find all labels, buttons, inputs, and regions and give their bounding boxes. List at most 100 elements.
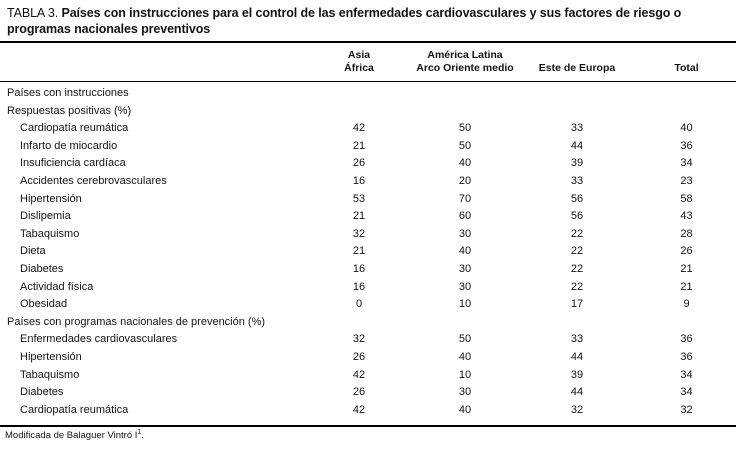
row-value: 23 bbox=[680, 174, 693, 187]
row-label: Diabetes bbox=[20, 386, 64, 399]
row-value: 44 bbox=[570, 139, 584, 152]
row-value: 39 bbox=[570, 157, 584, 170]
row-value: 26 bbox=[680, 245, 693, 258]
row-value: 56 bbox=[570, 210, 584, 223]
row-value: 20 bbox=[458, 174, 472, 187]
top-rule bbox=[0, 41, 736, 43]
row-value: 39 bbox=[570, 368, 584, 381]
table-row: Respuestas positivas (%) bbox=[0, 103, 736, 121]
row-value: 9 bbox=[683, 298, 690, 311]
row-label: Tabaquismo bbox=[20, 227, 80, 240]
row-value: 30 bbox=[458, 262, 472, 275]
table-row: Tabaquismo 32 30 22 28 bbox=[0, 226, 736, 244]
table-row: Países con instrucciones bbox=[0, 85, 736, 103]
table-row: Insuficiencia cardíaca 26 40 39 34 bbox=[0, 155, 736, 173]
row-value: 30 bbox=[458, 280, 472, 293]
table-row: Hipertensión 26 40 44 36 bbox=[0, 349, 736, 367]
row-value: 30 bbox=[458, 227, 472, 240]
table-row: Infarto de miocardio 21 50 44 36 bbox=[0, 138, 736, 156]
row-value: 44 bbox=[570, 350, 584, 363]
row-value: 22 bbox=[570, 245, 584, 258]
row-value: 32 bbox=[570, 403, 584, 416]
row-value: 50 bbox=[458, 139, 472, 152]
row-label: Dieta bbox=[20, 245, 46, 258]
row-value: 34 bbox=[680, 386, 693, 399]
row-value: 32 bbox=[680, 403, 693, 416]
row-value: 56 bbox=[570, 192, 584, 205]
row-label: Enfermedades cardiovasculares bbox=[20, 333, 178, 346]
row-value: 28 bbox=[680, 227, 693, 240]
table-body: Países con instrucciones Respuestas posi… bbox=[0, 82, 736, 425]
row-value: 34 bbox=[680, 368, 693, 381]
row-value: 26 bbox=[352, 386, 366, 399]
row-value: 36 bbox=[680, 350, 693, 363]
row-value: 16 bbox=[352, 280, 366, 293]
column-header-asia-africa: Asia África bbox=[305, 43, 413, 81]
table-row: Dieta 21 40 22 26 bbox=[0, 243, 736, 261]
row-value: 50 bbox=[458, 333, 472, 346]
table-row: Actividad física 16 30 22 21 bbox=[0, 279, 736, 297]
row-value: 36 bbox=[680, 139, 693, 152]
row-label: Hipertensión bbox=[20, 192, 82, 205]
row-value: 32 bbox=[352, 227, 366, 240]
table-row: Diabetes 16 30 22 21 bbox=[0, 261, 736, 279]
row-value: 40 bbox=[458, 245, 472, 258]
row-value: 60 bbox=[458, 210, 472, 223]
row-value: 40 bbox=[458, 157, 472, 170]
column-header-line1: Asia bbox=[347, 49, 371, 61]
row-label: Accidentes cerebrovasculares bbox=[20, 174, 167, 187]
row-label: Obesidad bbox=[20, 298, 68, 311]
row-value: 43 bbox=[680, 210, 693, 223]
table-caption: TABLA 3. Países con instrucciones para e… bbox=[0, 5, 730, 37]
row-value: 26 bbox=[352, 350, 366, 363]
row-value: 34 bbox=[680, 157, 693, 170]
row-value: 42 bbox=[352, 122, 366, 135]
table-row: Cardiopatía reumática 42 50 33 40 bbox=[0, 120, 736, 138]
row-value: 53 bbox=[352, 192, 366, 205]
row-value: 30 bbox=[458, 386, 472, 399]
column-header-line2: Total bbox=[674, 62, 699, 74]
table-title: Países con instrucciones para el control… bbox=[7, 6, 682, 36]
row-label: Infarto de miocardio bbox=[20, 139, 118, 152]
row-label: Dislipemia bbox=[20, 210, 71, 223]
footnote-superscript: 1 bbox=[137, 429, 142, 437]
table-row: Países con programas nacionales de preve… bbox=[0, 314, 736, 332]
table-row: Obesidad 0 10 17 9 bbox=[0, 296, 736, 314]
row-value: 42 bbox=[352, 368, 366, 381]
footnote-period: . bbox=[141, 430, 144, 442]
row-label: Diabetes bbox=[20, 262, 64, 275]
row-value: 58 bbox=[680, 192, 693, 205]
row-value: 21 bbox=[680, 262, 693, 275]
row-value: 33 bbox=[570, 174, 584, 187]
row-value: 21 bbox=[680, 280, 693, 293]
bottom-rule bbox=[0, 425, 736, 428]
row-value: 50 bbox=[458, 122, 472, 135]
row-label: Países con instrucciones bbox=[7, 87, 129, 99]
column-header-line2: África bbox=[344, 62, 374, 74]
row-value: 16 bbox=[352, 174, 366, 187]
row-value: 44 bbox=[570, 386, 584, 399]
table-number-label: TABLA 3. bbox=[7, 6, 59, 20]
column-header-america-latina: América Latina Arco Oriente medio bbox=[413, 43, 517, 81]
row-value: 22 bbox=[570, 280, 584, 293]
table-row: Cardiopatía reumática 42 40 32 32 bbox=[0, 402, 736, 420]
row-value: 40 bbox=[680, 122, 693, 135]
row-value: 26 bbox=[352, 157, 366, 170]
row-label: Cardiopatía reumática bbox=[20, 403, 129, 416]
footnote: Modificada de Balaguer Vintró I1. bbox=[0, 427, 736, 442]
column-header-total: Total bbox=[637, 43, 736, 81]
row-label: Hipertensión bbox=[20, 350, 82, 363]
row-value: 17 bbox=[570, 298, 584, 311]
table-row: Accidentes cerebrovasculares 16 20 33 23 bbox=[0, 173, 736, 191]
row-value: 40 bbox=[458, 350, 472, 363]
row-label: Insuficiencia cardíaca bbox=[20, 157, 126, 170]
table-row: Tabaquismo 42 10 39 34 bbox=[0, 367, 736, 385]
footnote-text: Modificada de Balaguer Vintró I bbox=[5, 430, 138, 442]
row-value: 42 bbox=[352, 403, 366, 416]
row-value: 10 bbox=[458, 298, 472, 311]
row-value: 33 bbox=[570, 333, 584, 346]
row-value: 22 bbox=[570, 262, 584, 275]
table-row: Hipertensión 53 70 56 58 bbox=[0, 191, 736, 209]
row-value: 0 bbox=[355, 298, 363, 311]
row-value: 40 bbox=[458, 403, 472, 416]
